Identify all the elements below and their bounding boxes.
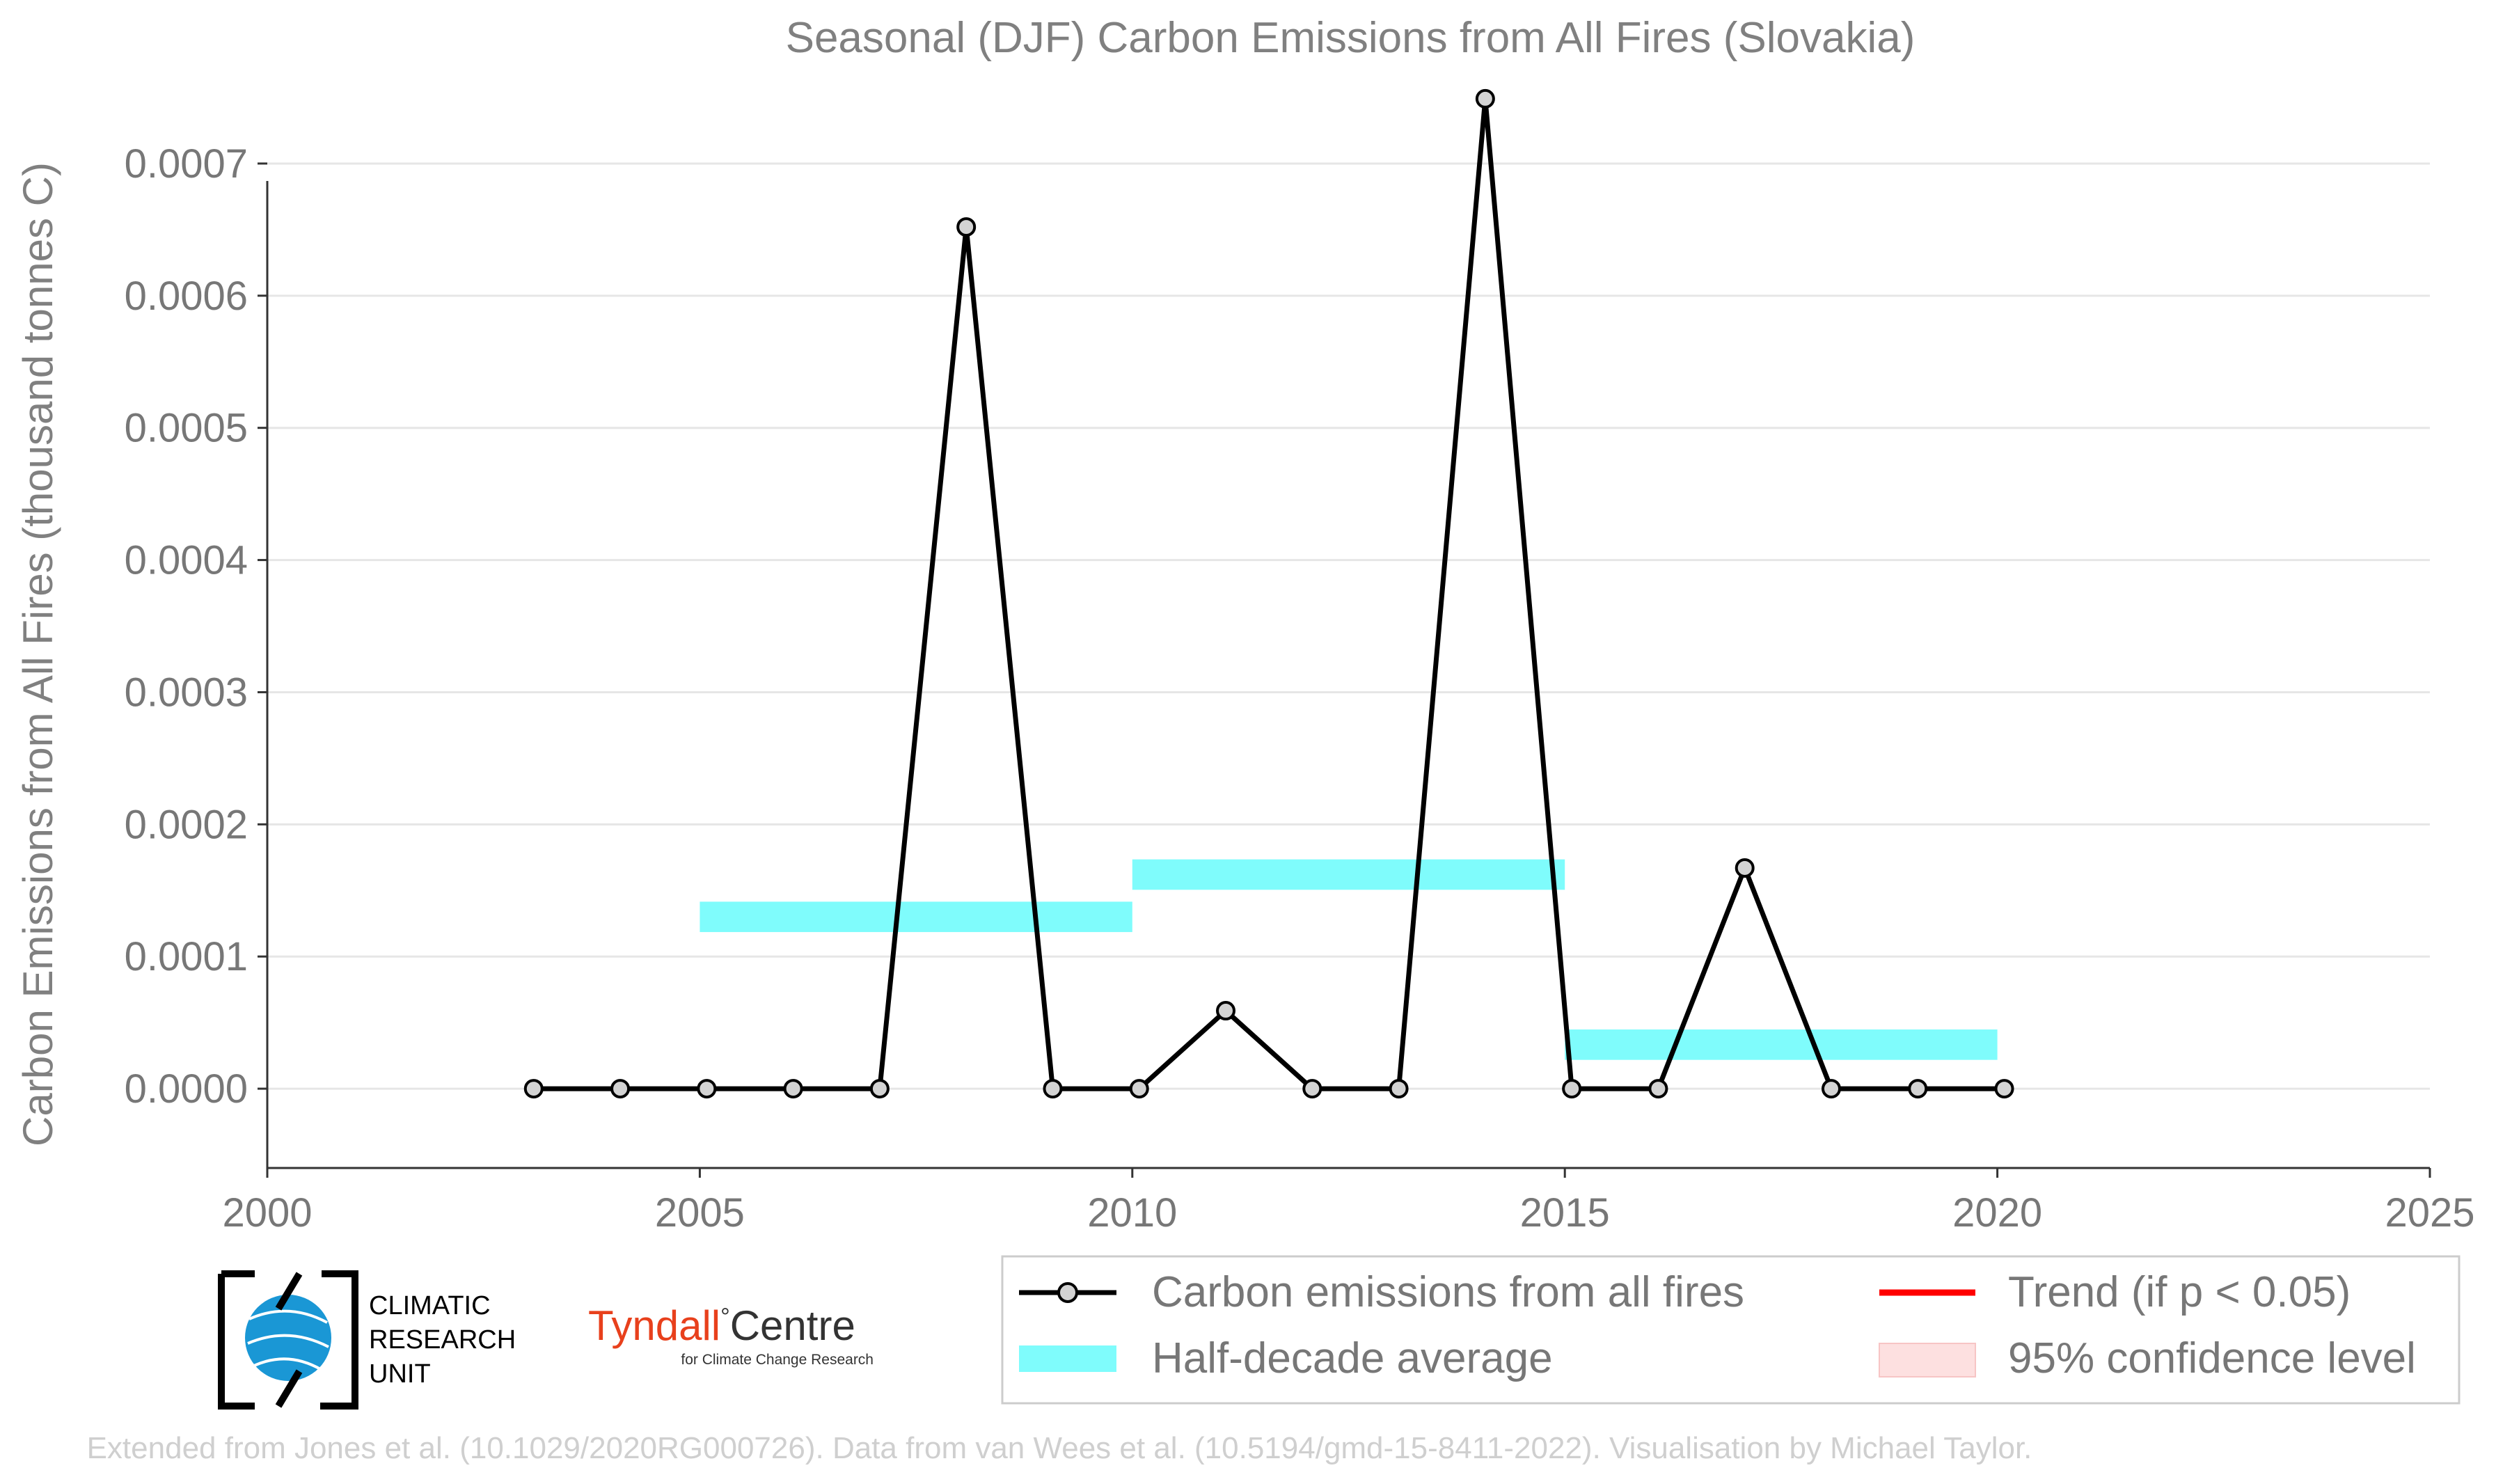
legend-label-emissions: Carbon emissions from all fires <box>1152 1268 1744 1316</box>
half-decade-band-1 <box>1132 859 1565 890</box>
legend-box <box>1001 1255 2461 1405</box>
cru-text-line1: CLIMATIC <box>369 1291 491 1320</box>
x-tick-label-3: 2015 <box>1520 1190 1610 1236</box>
y-tick-label-1: 0.0001 <box>125 934 248 979</box>
half-decade-band-0 <box>700 901 1132 933</box>
cru-bracket-left <box>218 1270 255 1410</box>
data-point-2015 <box>1562 1079 1582 1099</box>
data-point-2010 <box>1129 1079 1149 1099</box>
cru-text-line2: RESEARCH <box>369 1325 516 1355</box>
y-tick-label-6: 0.0006 <box>125 274 248 319</box>
gridlines <box>267 162 2430 1090</box>
data-point-2004 <box>610 1079 631 1099</box>
legend-label-trend: Trend (if p < 0.05) <box>2008 1268 2351 1316</box>
data-point-2018 <box>1821 1079 1841 1099</box>
data-point-2017 <box>1735 858 1755 878</box>
x-ticks: 2000 2005 2010 2015 2020 2025 <box>222 1168 2475 1236</box>
data-point-2016 <box>1648 1079 1668 1099</box>
data-point-2008 <box>956 217 977 237</box>
globe-lines <box>247 1309 329 1371</box>
tyndall-centre: Centre <box>730 1302 855 1349</box>
cru-bracket-right <box>320 1270 358 1410</box>
data-point-2020 <box>1994 1079 2014 1099</box>
legend: Carbon emissions from all fires Half-dec… <box>1001 1255 2461 1405</box>
legend-label-half-decade: Half-decade average <box>1152 1334 1553 1382</box>
series-layer <box>523 88 2014 1099</box>
credit-line: Extended from Jones et al. (10.1029/2020… <box>87 1431 2032 1465</box>
y-tick-label-2: 0.0002 <box>125 802 248 847</box>
legend-swatch-emissions-marker <box>1057 1282 1078 1303</box>
data-point-2006 <box>783 1079 803 1099</box>
data-point-2005 <box>697 1079 717 1099</box>
data-point-2012 <box>1302 1079 1322 1099</box>
y-tick-label-4: 0.0004 <box>125 538 248 583</box>
cru-text-line3: UNIT <box>369 1359 431 1389</box>
x-tick-label-1: 2005 <box>655 1190 745 1236</box>
data-point-2009 <box>1043 1079 1063 1099</box>
axes <box>266 181 2430 1169</box>
data-point-2007 <box>869 1079 890 1099</box>
legend-swatch-confidence <box>1879 1343 1976 1378</box>
tyndall-degree: ° <box>720 1304 730 1330</box>
svg-text:Tyndall°Centre: Tyndall°Centre <box>588 1302 855 1349</box>
data-point-2013 <box>1389 1079 1409 1099</box>
legend-label-confidence: 95% confidence level <box>2008 1334 2416 1382</box>
half-decade-band-2 <box>1565 1029 1998 1060</box>
half-decade-average-bands <box>700 859 1998 1060</box>
y-tick-label-7: 0.0007 <box>125 141 248 187</box>
tyndall-logo: Tyndall°Centre for Climate Change Resear… <box>588 1302 874 1368</box>
chart-title: Seasonal (DJF) Carbon Emissions from All… <box>786 14 1916 62</box>
tyndall-name: Tyndall <box>588 1302 720 1349</box>
y-ticks: 0.0000 0.0001 0.0002 0.0003 0.0004 0.0005 0.00… <box>125 141 267 1112</box>
data-point-2014 <box>1475 88 1495 109</box>
x-tick-label-5: 2025 <box>2385 1190 2474 1236</box>
cru-logo: CLIMATIC RESEARCH UNIT <box>218 1270 516 1410</box>
y-tick-label-3: 0.0003 <box>125 670 248 715</box>
data-point-2011 <box>1216 1001 1236 1021</box>
cru-slashes <box>275 1272 303 1408</box>
legend-swatch-half-decade <box>1019 1345 1116 1372</box>
x-tick-label-4: 2020 <box>1952 1190 2042 1236</box>
series-line-0 <box>533 98 2005 1091</box>
data-point-2003 <box>523 1079 544 1099</box>
x-tick-label-0: 2000 <box>222 1190 312 1236</box>
data-point-2019 <box>1908 1079 1928 1099</box>
x-tick-label-2: 2010 <box>1087 1190 1177 1236</box>
y-tick-label-0: 0.0000 <box>125 1066 248 1112</box>
tyndall-subtitle: for Climate Change Research <box>681 1352 874 1368</box>
y-axis-label: Carbon Emissions from All Fires (thousan… <box>15 162 61 1146</box>
y-tick-label-5: 0.0005 <box>125 406 248 451</box>
